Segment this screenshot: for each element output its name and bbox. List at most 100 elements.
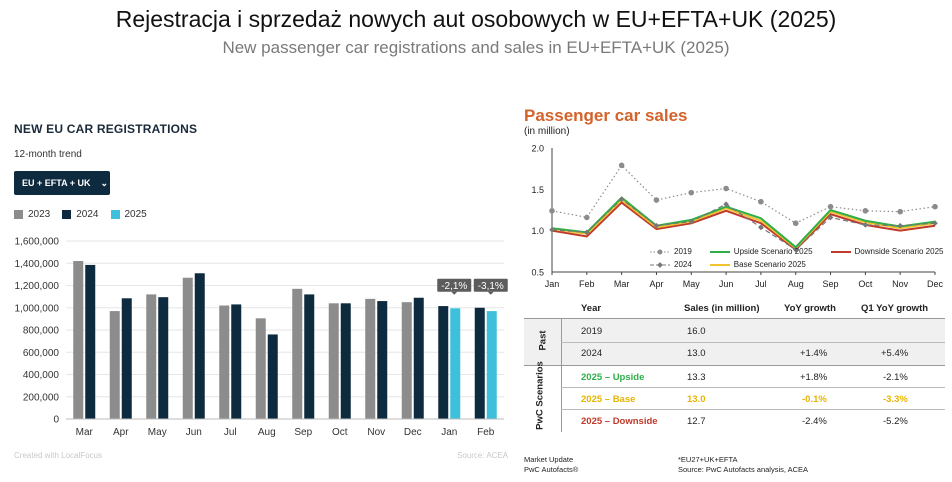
localfocus-credit: Created with LocalFocus [14, 451, 103, 460]
series-line-Downside Scenario 2025 [551, 201, 936, 252]
row-q1: -2.1% [883, 372, 908, 383]
point-2019 [688, 189, 695, 196]
sales-legend-label: Base Scenario 2025 [733, 260, 806, 269]
row-yoy: +1.4% [800, 348, 828, 359]
row-sales: 13.0 [687, 348, 706, 359]
bar-2024-Apr [121, 298, 132, 419]
legend-swatch-2025 [110, 210, 120, 219]
legend-item-2023[interactable]: 2023 [14, 209, 50, 220]
note-line: PwC Autofacts® [524, 465, 579, 474]
legend-item-2025[interactable]: 2025 [110, 209, 147, 220]
table-header: Year Sales (in million) YoY growth Q1 Yo… [524, 296, 945, 319]
x-tick-label: Oct [858, 279, 873, 289]
x-tick-label: Jul [224, 427, 237, 438]
row-year: 2019 [581, 326, 603, 337]
bar-2023-Oct [328, 303, 339, 419]
x-tick-label: Nov [892, 279, 909, 289]
sales-unit: (in million) [524, 126, 570, 137]
series-line-2024 [551, 198, 936, 251]
bar-2023-Aug [255, 318, 266, 419]
bar-2025-Feb [486, 311, 497, 419]
header-year: Year [581, 303, 602, 314]
bar-2024-Jan [438, 306, 449, 419]
bar-2025-Jan [450, 308, 461, 419]
point-2019 [758, 198, 764, 205]
x-tick-label: Oct [332, 427, 348, 438]
source-credit: Source: ACEA [457, 451, 509, 460]
legend-item-2024[interactable]: 2024 [62, 209, 99, 220]
scenarios-label: PwC Scenarios [534, 361, 546, 430]
registrations-title: NEW EU CAR REGISTRATIONS [14, 122, 198, 136]
row-sales: 13.0 [687, 394, 706, 405]
point-2024 [897, 222, 904, 229]
legend-label-2025: 2025 [124, 209, 147, 220]
x-tick-label: Jun [719, 279, 734, 289]
point-2024 [792, 246, 799, 253]
y-tick-label: 1,000,000 [15, 303, 60, 314]
x-tick-label: Dec [927, 279, 944, 289]
row-q1: +5.4% [881, 348, 909, 359]
series-line-Upside Scenario 2025 [551, 196, 936, 249]
divider [561, 366, 562, 432]
point-2019 [862, 208, 869, 214]
registrations-legend: 2023 2024 2025 [14, 209, 147, 220]
bar-2023-Mar [73, 261, 84, 419]
region-dropdown[interactable]: EU + EFTA + UK ⌄ [14, 171, 110, 195]
note-line: Market Update [524, 455, 574, 464]
point-2019 [827, 203, 834, 210]
row-yoy: -2.4% [802, 416, 827, 427]
y-tick-label: 600,000 [23, 348, 60, 359]
row-divider [561, 342, 945, 343]
slide-title: Rejestracja i sprzedaż nowych aut osobow… [115, 6, 837, 32]
row-sales: 13.3 [687, 372, 706, 383]
x-tick-label: Apr [649, 279, 663, 289]
bar-2023-Jul [219, 305, 230, 419]
x-tick-label: Aug [258, 427, 276, 438]
y-tick-label: 2.0 [531, 144, 544, 154]
bar-2024-Aug [267, 334, 278, 419]
bar-2024-Nov [377, 301, 388, 419]
point-2024 [862, 222, 869, 228]
point-2024 [549, 227, 555, 233]
x-tick-label: Jul [755, 279, 767, 289]
row-year: 2025 – Base [581, 394, 636, 405]
header-yoy: YoY growth [784, 303, 836, 314]
row-divider [561, 409, 945, 410]
sales-title: Passenger car sales [524, 106, 688, 125]
y-tick-label: 0.5 [531, 268, 544, 278]
bar-2024-Mar [85, 264, 96, 419]
annotation-box [473, 278, 508, 292]
annotation-label: -3,1% [478, 281, 504, 292]
header-q1: Q1 YoY growth [861, 303, 929, 314]
point-2024 [827, 214, 834, 221]
x-tick-label: Nov [367, 427, 385, 438]
point-2019 [653, 197, 660, 203]
point-2019 [549, 208, 555, 214]
point-2019 [792, 220, 799, 227]
bar-2024-Oct [340, 303, 351, 419]
row-sales: 16.0 [687, 326, 706, 337]
bar-2024-Dec [413, 297, 424, 419]
legend-label-2023: 2023 [28, 209, 51, 220]
bar-2024-Feb [474, 307, 485, 419]
row-year: 2024 [581, 348, 603, 359]
scenarios-group: PwC Scenarios 2025 – Upside 13.3 +1.8% -… [524, 361, 945, 432]
sales-legend-downside: Downside Scenario 2025 [830, 247, 943, 256]
x-tick-label: Feb [579, 279, 595, 289]
point-2024 [758, 224, 764, 231]
sales-legend-2024: 2024 [650, 260, 692, 269]
sales-legend-label: 2019 [674, 247, 692, 256]
x-tick-label: Apr [113, 427, 129, 438]
bar-2023-Sep [292, 288, 303, 419]
sales-legend-base: Base Scenario 2025 [709, 260, 806, 269]
y-tick-label: 800,000 [23, 326, 60, 337]
footnote-right: *EU27+UK+EFTA Source: PwC Autofacts anal… [678, 455, 808, 475]
slide-subtitle: New passenger car registrations and sale… [222, 38, 730, 57]
y-tick-label: 1.0 [531, 226, 544, 236]
bar-2023-Dec [401, 302, 412, 419]
row-yoy: +1.8% [800, 372, 828, 383]
point-2019 [723, 185, 729, 192]
note-line: *EU27+UK+EFTA [678, 455, 738, 464]
series-line-2019 [551, 164, 936, 224]
x-tick-label: Aug [788, 279, 804, 289]
